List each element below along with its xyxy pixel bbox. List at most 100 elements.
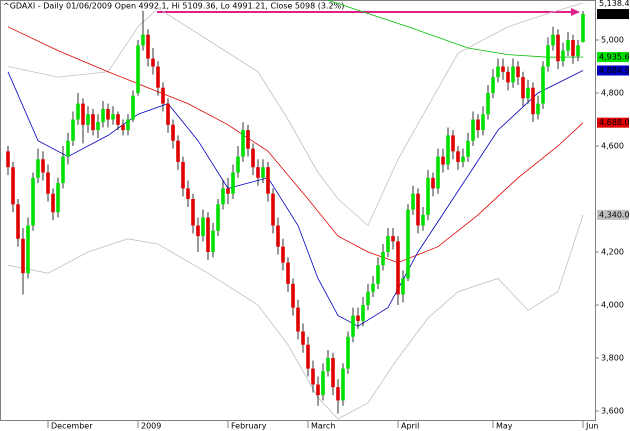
candle-body	[156, 66, 160, 88]
candle-body	[416, 193, 420, 226]
candle-body	[141, 34, 145, 46]
candle-body	[431, 177, 435, 189]
candle-body	[306, 344, 310, 369]
price-label: 4,884.97	[599, 66, 630, 75]
candle-body	[451, 135, 455, 152]
y-tick-label: 4,000	[601, 300, 624, 309]
candle-body	[191, 199, 195, 226]
candle-body	[346, 336, 350, 369]
candle-body	[21, 238, 25, 274]
candle-body	[136, 45, 140, 94]
candle-body	[501, 66, 505, 72]
y-tick-label: 4,800	[601, 89, 624, 98]
candle-body	[226, 188, 230, 194]
candle-body	[551, 34, 555, 46]
candle-body	[391, 236, 395, 242]
candle-body	[366, 291, 370, 305]
candle-body	[331, 357, 335, 388]
candle-body	[536, 103, 540, 115]
candle-body	[381, 252, 385, 266]
candle-body	[116, 114, 120, 125]
candle-body	[121, 124, 125, 131]
candle-body	[316, 384, 320, 396]
candle-body	[506, 71, 510, 83]
price-label: 4,340.07	[599, 210, 630, 219]
candle-body	[266, 167, 270, 194]
candle-body	[81, 103, 85, 125]
indicator-line	[7, 26, 584, 264]
candle-body	[31, 177, 35, 226]
price-label: 5,138.46	[599, 0, 630, 8]
candle-body	[211, 230, 215, 252]
candle-body	[111, 114, 115, 120]
candle-body	[61, 156, 65, 184]
price-label-box	[597, 0, 629, 9]
candle-body	[36, 159, 40, 178]
candle-body	[66, 140, 70, 157]
candle-body	[236, 156, 240, 173]
candle-body	[571, 40, 575, 56]
candle-body	[496, 66, 500, 78]
candle-body	[11, 167, 15, 205]
candle-body	[86, 114, 90, 125]
candle-body	[491, 77, 495, 94]
candle-body	[561, 50, 565, 62]
candle-body	[396, 241, 400, 295]
candle-body	[411, 193, 415, 210]
candle-body	[341, 368, 345, 401]
candle-body	[576, 45, 580, 56]
candle-body	[16, 204, 20, 239]
candle-body	[556, 34, 560, 62]
candle-body	[321, 371, 325, 396]
candle-body	[51, 193, 55, 213]
candle-body	[171, 124, 175, 141]
candle-body	[406, 209, 410, 279]
candle-body	[26, 225, 30, 274]
price-label: 4,688.06	[599, 118, 630, 127]
candle-body	[481, 114, 485, 131]
candle-body	[296, 307, 300, 332]
candle-body	[186, 188, 190, 200]
x-tick-label: April	[401, 422, 419, 431]
price-label: 4,935.64	[599, 53, 630, 62]
candle-body	[216, 204, 220, 231]
candle-body	[286, 262, 290, 284]
candle-body	[146, 34, 150, 59]
candle-body	[441, 156, 445, 165]
indicator-line	[7, 70, 584, 327]
price-label-box	[597, 9, 629, 20]
price-label: 5,098	[599, 10, 622, 19]
candle-body	[351, 315, 355, 337]
candle-body	[221, 188, 225, 205]
indicator-line	[7, 214, 584, 420]
candle-body	[511, 66, 515, 83]
candle-body	[311, 368, 315, 385]
candle-body	[181, 161, 185, 189]
x-tick-label: December	[51, 422, 93, 431]
candle-body	[41, 159, 45, 173]
candle-body	[271, 193, 275, 226]
price-label-box	[597, 117, 629, 128]
candle-body	[281, 246, 285, 263]
candle-body	[201, 217, 205, 237]
candle-body	[471, 119, 475, 141]
candle-body	[446, 135, 450, 165]
candle-body	[476, 119, 480, 131]
candle-body	[176, 140, 180, 162]
candle-body	[421, 214, 425, 226]
price-label-box	[597, 65, 629, 76]
indicator-line	[327, 0, 584, 58]
candle-body	[546, 45, 550, 67]
candle-body	[456, 151, 460, 162]
candle-body	[301, 331, 305, 345]
y-tick-label: 4,600	[601, 142, 624, 151]
candle-body	[131, 95, 135, 120]
candle-body	[521, 77, 525, 99]
candle-body	[241, 130, 245, 157]
candle-body	[356, 315, 360, 321]
candle-body	[291, 283, 295, 308]
candle-body	[516, 66, 520, 78]
candle-body	[101, 108, 105, 123]
x-tick-label: Jun	[585, 422, 599, 431]
candle-body	[461, 156, 465, 162]
